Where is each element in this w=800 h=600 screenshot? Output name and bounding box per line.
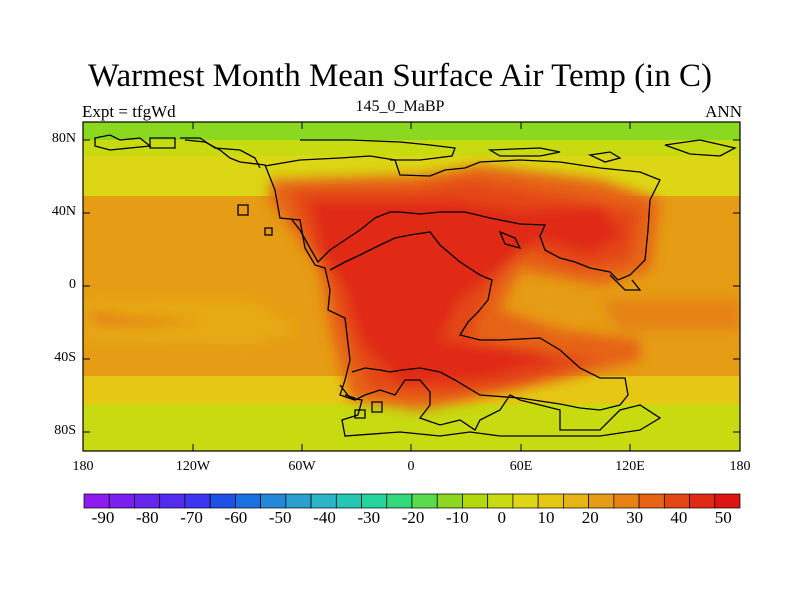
lon-label-120e: 120E xyxy=(615,459,645,474)
colorbar-tick-label: 30 xyxy=(626,508,644,527)
lat-label-40s: 40S xyxy=(54,350,76,365)
lat-label-0: 0 xyxy=(69,277,76,292)
colorbar-box xyxy=(613,493,640,509)
colorbar-tick-label: -10 xyxy=(446,508,469,527)
map-title: Warmest Month Mean Surface Air Temp (in … xyxy=(87,58,713,94)
colorbar-box xyxy=(285,493,312,509)
colorbar-box xyxy=(563,493,589,509)
lat-label-80s: 80S xyxy=(54,423,76,438)
lon-label-0: 0 xyxy=(407,459,415,474)
colorbar-box xyxy=(487,493,514,509)
colorbar-box xyxy=(638,493,665,509)
season-label: ANN xyxy=(705,102,742,121)
coastline-outlines xyxy=(94,134,737,437)
colorbar-box xyxy=(512,493,539,509)
colorbar-tick-label: 20 xyxy=(581,508,599,527)
temperature-field xyxy=(83,122,740,451)
axis-ticks xyxy=(83,122,740,451)
colorbar-box xyxy=(663,493,690,509)
colorbar-tick-label: -70 xyxy=(180,508,203,527)
colorbar-box xyxy=(436,493,463,509)
lon-label-60e: 60E xyxy=(509,459,533,474)
lon-label-120w: 120W xyxy=(175,459,211,474)
colorbar-box xyxy=(386,493,413,509)
colorbar-box xyxy=(588,493,615,509)
lat-label-80n: 80N xyxy=(51,131,76,146)
colorbar-tick-label: -50 xyxy=(268,508,292,527)
colorbar-box xyxy=(83,493,110,509)
colorbar-tick-label: 0 xyxy=(497,508,506,527)
colorbar-box xyxy=(260,493,287,509)
lon-label-60w: 60W xyxy=(288,459,316,474)
colorbar-tick-label: 40 xyxy=(670,508,688,527)
colorbar-box xyxy=(184,493,211,509)
colorbar-box xyxy=(310,493,337,509)
colorbar-box xyxy=(134,493,161,509)
lon-label-180e: 180 xyxy=(729,459,751,474)
colorbar-tick-label: -20 xyxy=(401,508,425,527)
colorbar-box xyxy=(209,493,236,509)
colorbar-tick-label: -30 xyxy=(357,508,381,527)
colorbar-tick-label: -60 xyxy=(224,508,248,527)
colorbar-tick-label: -80 xyxy=(135,508,159,527)
period-label: 145_0_MaBP xyxy=(355,98,445,115)
colorbar-box xyxy=(335,493,362,509)
colorbar-box xyxy=(361,493,388,509)
colorbar xyxy=(83,493,741,509)
colorbar-tick-label: -90 xyxy=(91,508,115,527)
colorbar-box xyxy=(689,493,716,509)
colorbar-tick-label: 50 xyxy=(714,508,732,527)
colorbar-box xyxy=(108,493,135,509)
colorbar-box xyxy=(159,493,186,509)
colorbar-box xyxy=(411,493,438,509)
colorbar-box xyxy=(462,493,489,509)
colorbar-tick-label: -40 xyxy=(313,508,336,527)
colorbar-box xyxy=(537,493,564,509)
lon-label-180w: 180 xyxy=(72,459,94,474)
colorbar-box xyxy=(235,493,261,509)
colorbar-box xyxy=(714,493,741,509)
colorbar-tick-label: 10 xyxy=(537,508,555,527)
lat-label-40n: 40N xyxy=(51,204,76,219)
experiment-label: Expt = tfgWd xyxy=(82,102,176,121)
